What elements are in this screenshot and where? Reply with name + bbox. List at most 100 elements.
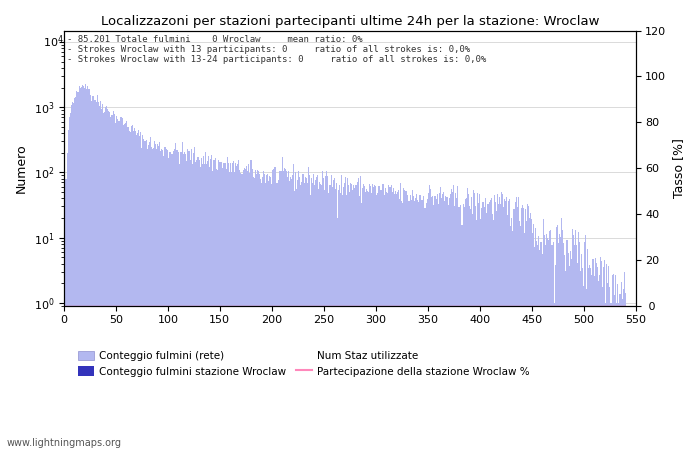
Bar [176,150,178,450]
Bar [551,244,552,450]
Bar [450,194,451,450]
Bar [294,191,295,450]
Bar [272,171,274,450]
Bar [510,225,512,450]
Bar [251,169,253,450]
Bar [174,143,176,450]
Bar [248,164,249,450]
Bar [157,144,158,450]
Bar [368,192,369,450]
Bar [233,162,234,450]
Bar [474,194,475,450]
Bar [547,238,548,450]
Bar [142,135,144,450]
Bar [66,153,68,450]
Bar [217,170,218,450]
Bar [501,192,502,450]
Bar [120,117,122,450]
Bar [311,178,312,450]
Bar [607,284,608,450]
Bar [298,171,300,450]
Bar [420,195,421,450]
Bar [414,198,416,450]
Bar [85,84,86,450]
Bar [274,167,275,450]
Bar [463,207,465,450]
Bar [148,142,150,450]
Bar [183,154,184,450]
Bar [132,126,133,450]
Bar [545,245,546,450]
Bar [292,176,293,450]
Bar [485,198,486,450]
Bar [172,151,174,450]
Bar [457,185,458,450]
Bar [339,185,340,450]
Bar [74,98,75,450]
Bar [191,149,193,450]
Bar [405,191,407,450]
Bar [536,241,538,450]
Bar [258,171,259,450]
Bar [80,88,81,450]
Bar [564,255,566,450]
Bar [210,159,211,450]
Bar [373,187,374,450]
Bar [398,189,399,450]
Bar [187,149,188,450]
Bar [241,174,242,450]
Bar [223,163,225,450]
Bar [435,198,437,450]
Bar [477,193,478,450]
Bar [158,146,159,450]
Bar [140,131,141,450]
Bar [429,185,430,450]
Bar [389,187,390,450]
Bar [590,268,592,450]
Bar [506,197,507,450]
Bar [75,97,76,450]
Bar [139,136,140,450]
Bar [94,100,96,450]
Bar [546,234,547,450]
Bar [580,270,581,450]
Bar [466,198,467,450]
Bar [203,156,204,450]
Bar [317,175,318,450]
Bar [573,235,574,450]
Bar [512,230,514,450]
Bar [402,202,403,450]
Bar [350,183,351,450]
Bar [229,172,230,450]
Bar [609,287,610,450]
Bar [230,163,231,450]
Bar [211,155,212,450]
Bar [193,153,195,450]
Bar [141,148,142,450]
Bar [393,188,394,450]
Text: www.lightningmaps.org: www.lightningmaps.org [7,438,122,448]
Bar [152,149,153,450]
Bar [164,147,165,450]
Bar [598,275,600,450]
Bar [347,178,348,450]
Bar [613,274,615,450]
Bar [370,186,371,450]
Bar [263,171,264,450]
Bar [503,207,504,450]
Bar [69,113,71,450]
Bar [624,293,626,450]
Bar [153,148,154,450]
Bar [425,208,426,450]
Bar [206,162,208,450]
Bar [412,197,414,450]
Bar [556,227,557,450]
Legend: Conteggio fulmini (rete), Conteggio fulmini stazione Wroclaw, Num Staz utilizzat: Conteggio fulmini (rete), Conteggio fulm… [74,347,534,381]
Bar [553,242,554,450]
Bar [129,131,130,450]
Bar [214,160,215,450]
Bar [419,195,420,450]
Bar [186,161,187,450]
Bar [260,179,261,450]
Bar [236,166,237,450]
